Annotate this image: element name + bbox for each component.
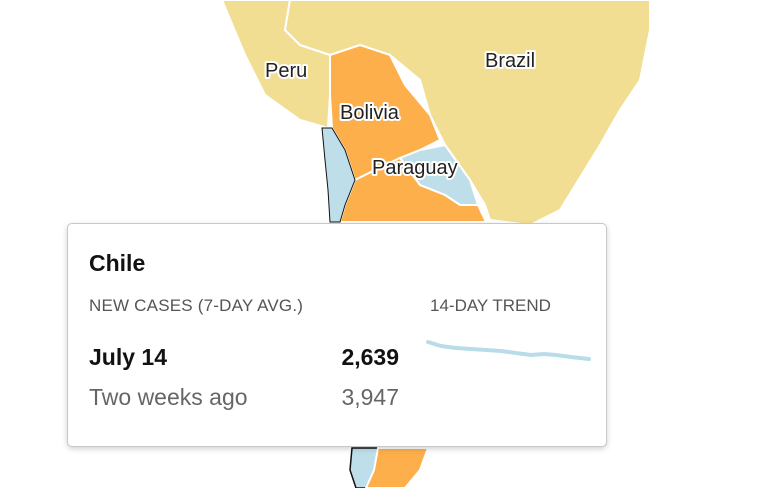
- current-cases-row: July 14 2,639: [89, 344, 399, 371]
- past-date: Two weeks ago: [89, 384, 248, 410]
- country-tooltip: Chile NEW CASES (7-DAY AVG.) 14-DAY TREN…: [67, 223, 607, 447]
- region-argentina-south[interactable]: [364, 447, 430, 488]
- tooltip-trend-label: 14-DAY TREND: [430, 296, 551, 315]
- current-date: July 14: [89, 344, 167, 370]
- tooltip-metric-label: NEW CASES (7-DAY AVG.): [89, 296, 304, 315]
- trend-sparkline: [426, 340, 591, 361]
- past-value: 3,947: [341, 384, 399, 410]
- trend-line: [426, 340, 591, 361]
- label-bolivia: Bolivia: [340, 102, 400, 124]
- label-paraguay: Paraguay: [372, 157, 458, 179]
- current-value: 2,639: [341, 344, 399, 370]
- past-cases-row: Two weeks ago 3,947: [89, 384, 399, 411]
- tooltip-country-name: Chile: [89, 250, 146, 276]
- label-peru: Peru: [265, 60, 307, 82]
- label-brazil: Brazil: [485, 50, 535, 72]
- region-chile[interactable]: [321, 127, 356, 223]
